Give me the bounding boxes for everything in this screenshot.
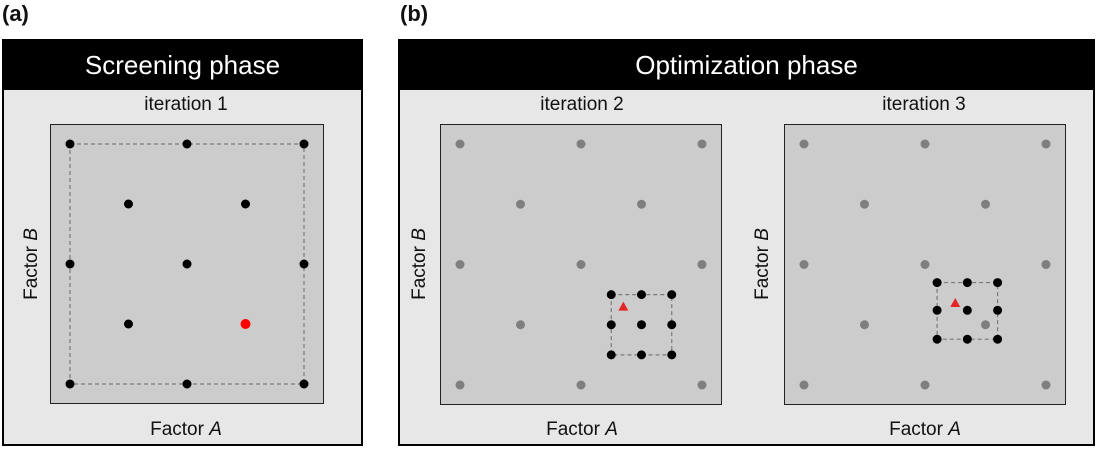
iteration-3-plot-svg — [784, 124, 1066, 405]
design-point — [182, 139, 192, 149]
iteration-2-y-axis-label: Factor B — [409, 228, 430, 300]
design-point — [993, 305, 1003, 315]
design-point — [606, 290, 616, 300]
panel-b-label: (b) — [400, 1, 429, 26]
previous-design-point — [920, 380, 930, 390]
design-point — [932, 305, 942, 315]
previous-design-point — [576, 260, 586, 269]
previous-design-point — [799, 139, 809, 149]
iteration-3-y-axis-label: Factor B — [752, 228, 773, 300]
best-point — [240, 319, 251, 329]
iteration-3-title: iteration 3 — [882, 94, 966, 115]
optimization-phase-header: Optimization phase — [400, 41, 1093, 90]
previous-design-point — [981, 320, 990, 330]
design-point — [993, 278, 1003, 288]
design-point — [962, 278, 972, 288]
iteration-1-plot — [50, 124, 324, 404]
design-point — [962, 305, 972, 315]
previous-design-point — [637, 199, 646, 209]
design-point — [299, 379, 309, 389]
design-point — [299, 139, 309, 149]
design-point — [65, 259, 75, 269]
panel-a-label: (a) — [2, 1, 29, 26]
design-point — [299, 259, 309, 269]
previous-design-point — [455, 380, 465, 390]
previous-design-point — [576, 139, 586, 149]
design-point — [637, 290, 646, 300]
previous-design-point — [920, 139, 930, 149]
previous-design-point — [1041, 139, 1051, 149]
iteration-3-x-axis-label: Factor A — [889, 419, 961, 440]
design-point — [124, 319, 133, 329]
screening-phase-header: Screening phase — [4, 41, 361, 90]
iteration-1-y-axis-label: Factor B — [21, 228, 42, 300]
previous-design-point — [697, 260, 707, 269]
previous-design-point — [697, 380, 707, 390]
previous-design-point — [697, 139, 707, 149]
design-point — [606, 320, 616, 330]
previous-design-point — [920, 260, 930, 269]
design-point — [932, 278, 942, 288]
design-point — [65, 139, 75, 149]
optimum-triangle-marker — [618, 301, 629, 311]
design-point — [241, 199, 250, 209]
previous-design-point — [1041, 380, 1051, 390]
design-point — [637, 350, 646, 360]
design-point — [993, 334, 1003, 344]
design-point — [962, 334, 972, 344]
previous-design-point — [981, 199, 990, 209]
design-point — [124, 199, 133, 209]
iteration-2-x-axis-label: Factor A — [546, 419, 618, 440]
previous-design-point — [799, 380, 809, 390]
iteration-1-plot-svg — [50, 124, 324, 404]
iteration-3-plot — [784, 124, 1066, 405]
previous-design-point — [455, 260, 465, 269]
previous-design-point — [576, 380, 586, 390]
previous-design-point — [860, 320, 869, 330]
design-point — [65, 379, 75, 389]
iteration-1-x-axis-label: Factor A — [150, 419, 222, 440]
plot-area — [50, 124, 324, 404]
optimum-triangle-marker — [950, 298, 961, 308]
previous-design-point — [799, 260, 809, 269]
design-point — [667, 290, 677, 300]
previous-design-point — [860, 199, 869, 209]
previous-design-point — [1041, 260, 1051, 269]
design-point — [667, 350, 677, 360]
iteration-2-plot — [440, 124, 722, 405]
iteration-1-title: iteration 1 — [144, 94, 228, 115]
iteration-2-title: iteration 2 — [540, 94, 624, 115]
previous-design-point — [516, 199, 525, 209]
design-point — [637, 320, 646, 330]
iteration-2-plot-svg — [440, 124, 722, 405]
previous-design-point — [516, 320, 525, 330]
previous-design-point — [455, 139, 465, 149]
design-point — [182, 259, 192, 269]
design-point — [606, 350, 616, 360]
design-point — [667, 320, 677, 330]
design-point — [182, 379, 192, 389]
design-point — [932, 334, 942, 344]
